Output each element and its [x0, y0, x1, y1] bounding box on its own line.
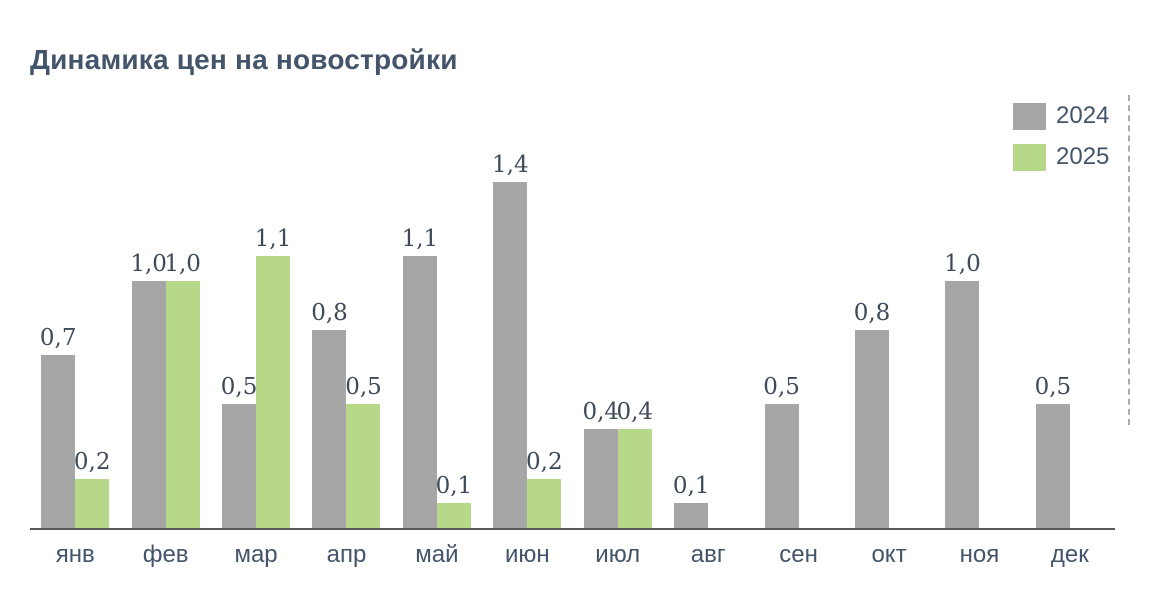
bar-value-label-2025-мар: 1,1 — [254, 226, 292, 252]
bar-2025-июн — [527, 479, 562, 528]
bar-value-label-2024-июл: 0,4 — [582, 399, 620, 425]
month-group-сен: 0,5 — [753, 148, 843, 528]
bar-2024-сен — [764, 404, 799, 528]
month-group-окт: 0,8 — [844, 148, 934, 528]
bar-value-label-2024-ноя: 1,0 — [944, 251, 981, 277]
legend-label-2025: 2025 — [1056, 143, 1110, 170]
bar-value-label-2024-апр: 0,8 — [311, 300, 348, 326]
page-title: Динамика цен на новостройки — [30, 44, 458, 75]
bar-2025-фев — [165, 281, 200, 528]
chart-legend: 2024 2025 — [1013, 102, 1109, 171]
x-axis-labels: янв фев мар апр май июн июл авг сен окт ноя дек — [30, 530, 1115, 569]
month-group-июн: 1,4 0,2 — [482, 148, 572, 528]
bar-slot-2024-май: 1,1 — [401, 226, 439, 528]
bar-value-label-2025-янв: 0,2 — [73, 449, 111, 475]
plot-area: 0,7 0,2 1,0 1,0 0,5 1,1 0,8 0,5 1,1 0,1 1,4 0,2 0,4 0… — [30, 148, 1115, 530]
bar-2025-май — [436, 503, 471, 528]
bar-2025-мар — [256, 256, 291, 528]
bar-value-label-2024-май: 1,1 — [401, 226, 439, 252]
bar-slot-2025-мар: 1,1 — [254, 226, 292, 528]
bar-2024-июн — [493, 182, 528, 528]
bar-value-label-2024-янв: 0,7 — [39, 325, 77, 351]
bar-2024-окт — [855, 330, 889, 528]
month-group-июл: 0,4 0,4 — [573, 148, 663, 528]
bar-value-label-2024-июн: 1,4 — [492, 152, 529, 178]
bar-slot-2024-июн: 1,4 — [492, 152, 529, 528]
month-group-ноя: 1,0 — [934, 148, 1024, 528]
bar-chart: 0,7 0,2 1,0 1,0 0,5 1,1 0,8 0,5 1,1 0,1 1,4 0,2 0,4 0… — [30, 148, 1115, 569]
bar-2024-янв — [41, 355, 76, 528]
bar-value-label-2024-дек: 0,5 — [1034, 374, 1072, 400]
x-axis-label-май: май — [415, 541, 459, 568]
month-group-дек: 0,5 — [1025, 148, 1115, 528]
x-axis-label-апр: апр — [326, 541, 367, 568]
bar-slot-2024-июл: 0,4 — [582, 399, 620, 528]
bar-slot-2024-дек: 0,5 — [1034, 374, 1072, 528]
bar-value-label-2025-апр: 0,5 — [345, 374, 382, 400]
x-axis-label-июн: июн — [504, 541, 550, 568]
bar-2025-янв — [75, 479, 110, 528]
bar-slot-2024-окт: 0,8 — [853, 300, 891, 528]
bar-2024-мар — [222, 404, 257, 528]
bar-2024-июл — [583, 429, 618, 528]
legend-swatch-2024 — [1013, 102, 1046, 130]
bar-slot-2024-авг: 0,1 — [672, 473, 710, 528]
bar-2024-ноя — [945, 281, 980, 528]
bar-2024-апр — [312, 330, 347, 528]
bar-2025-июл — [617, 429, 652, 528]
month-group-янв: 0,7 0,2 — [30, 148, 120, 528]
dashed-slide-border — [1128, 95, 1130, 425]
bar-slot-2024-ноя: 1,0 — [944, 251, 981, 528]
legend-swatch-2025 — [1013, 143, 1046, 171]
bar-slot-2024-сен: 0,5 — [763, 374, 800, 528]
month-group-авг: 0,1 — [663, 148, 753, 528]
x-axis-label-сен: сен — [779, 541, 818, 568]
x-axis-label-мар: мар — [234, 541, 278, 568]
bar-slot-2025-май: 0,1 — [435, 473, 473, 528]
x-axis-label-ноя: ноя — [959, 541, 1000, 568]
legend-item-2024: 2024 — [1013, 102, 1109, 130]
bar-value-label-2024-сен: 0,5 — [763, 374, 800, 400]
bar-slot-2024-янв: 0,7 — [39, 325, 77, 528]
bar-value-label-2025-май: 0,1 — [435, 473, 473, 499]
bar-slot-2025-янв: 0,2 — [73, 449, 111, 528]
bar-value-label-2024-авг: 0,1 — [672, 473, 710, 499]
x-axis-label-окт: окт — [871, 541, 907, 568]
bar-value-label-2025-июн: 0,2 — [526, 449, 563, 475]
bar-slot-2024-апр: 0,8 — [311, 300, 348, 528]
month-group-фев: 1,0 1,0 — [120, 148, 210, 528]
x-axis-label-авг: авг — [690, 541, 726, 568]
bar-slot-2024-фев: 1,0 — [130, 251, 167, 528]
x-axis-label-янв: янв — [55, 541, 95, 568]
x-axis-label-фев: фев — [142, 541, 189, 568]
bar-slot-2025-июн: 0,2 — [526, 449, 563, 528]
month-group-май: 1,1 0,1 — [392, 148, 482, 528]
x-axis-label-дек: дек — [1050, 541, 1089, 568]
month-group-мар: 0,5 1,1 — [211, 148, 301, 528]
bar-slot-2024-мар: 0,5 — [220, 374, 258, 528]
bar-value-label-2025-июл: 0,4 — [616, 399, 654, 425]
bar-2024-авг — [674, 503, 709, 528]
bar-value-label-2025-фев: 1,0 — [164, 251, 201, 277]
bar-value-label-2024-мар: 0,5 — [220, 374, 258, 400]
bar-value-label-2024-фев: 1,0 — [130, 251, 167, 277]
legend-item-2025: 2025 — [1013, 143, 1109, 171]
bar-2024-фев — [131, 281, 166, 528]
legend-label-2024: 2024 — [1056, 102, 1110, 129]
bar-value-label-2024-окт: 0,8 — [853, 300, 891, 326]
bar-slot-2025-апр: 0,5 — [345, 374, 382, 528]
bar-2024-дек — [1035, 404, 1070, 528]
x-axis-label-июл: июл — [595, 541, 641, 568]
month-group-апр: 0,8 0,5 — [301, 148, 391, 528]
bar-2025-апр — [346, 404, 381, 528]
bar-slot-2025-фев: 1,0 — [164, 251, 201, 528]
bar-2024-май — [402, 256, 437, 528]
bar-slot-2025-июл: 0,4 — [616, 399, 654, 528]
